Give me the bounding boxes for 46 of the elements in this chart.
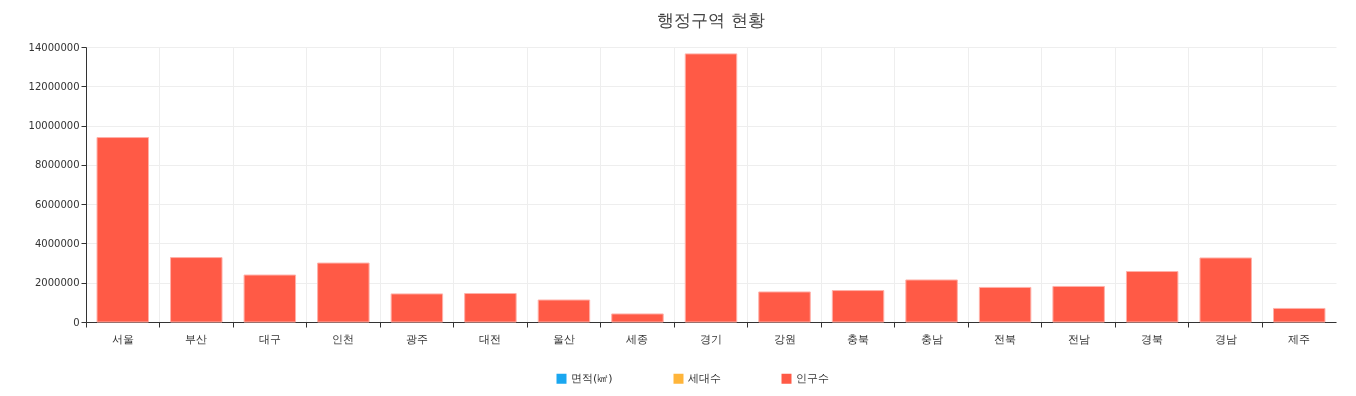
x-tick-label: 충북 xyxy=(847,332,870,346)
bar xyxy=(96,137,149,323)
bar xyxy=(831,290,885,323)
x-tick-label: 전남 xyxy=(1067,332,1090,346)
x-tick-label: 세종 xyxy=(626,332,649,346)
bar xyxy=(390,293,444,323)
y-tick-label: 4000000 xyxy=(34,237,80,249)
chart-title: 행정구역 현황 xyxy=(657,10,765,30)
bar xyxy=(170,257,223,323)
y-tick-label: 12000000 xyxy=(28,80,80,92)
y-tick-label: 10000000 xyxy=(28,120,80,132)
bar xyxy=(537,299,591,323)
x-tick-label: 강원 xyxy=(773,332,796,346)
bar xyxy=(611,313,664,323)
bar xyxy=(684,53,738,323)
x-tick-label: 경남 xyxy=(1214,332,1237,346)
y-tick-label: 8000000 xyxy=(34,159,80,171)
legend-label: 세대수 xyxy=(688,371,721,385)
bar xyxy=(978,286,1032,323)
y-tick-label: 14000000 xyxy=(28,41,80,53)
x-tick-label: 충남 xyxy=(920,332,943,346)
x-tick-label: 부산 xyxy=(185,332,208,346)
bar xyxy=(905,279,958,323)
bar xyxy=(464,293,517,323)
x-tick-label: 인천 xyxy=(332,332,355,346)
x-tick-label: 대전 xyxy=(479,332,502,346)
legend-label: 면적(㎢) xyxy=(571,371,613,385)
bar xyxy=(1125,271,1179,323)
x-tick-label: 제주 xyxy=(1288,332,1311,346)
y-tick-label: 6000000 xyxy=(34,198,80,210)
bar xyxy=(758,291,811,323)
legend-label: 인구수 xyxy=(796,371,829,385)
x-tick-label: 경기 xyxy=(700,332,722,346)
x-tick-label: 경북 xyxy=(1141,332,1164,346)
bar xyxy=(317,262,370,323)
x-tick-label: 전북 xyxy=(994,332,1017,346)
y-tick-label: 0 xyxy=(73,316,80,328)
bar xyxy=(243,274,297,323)
y-tick-label: 2000000 xyxy=(34,277,80,289)
x-tick-label: 울산 xyxy=(552,332,575,346)
bar xyxy=(1199,257,1252,323)
bar xyxy=(1273,307,1326,323)
bar xyxy=(1052,285,1105,323)
x-tick-label: 광주 xyxy=(405,332,428,346)
x-tick-label: 서울 xyxy=(111,332,134,346)
x-tick-label: 대구 xyxy=(258,332,281,346)
